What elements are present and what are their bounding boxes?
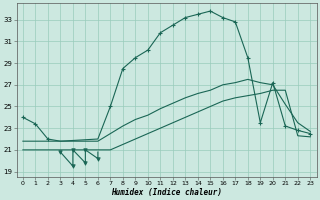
X-axis label: Humidex (Indice chaleur): Humidex (Indice chaleur) [111,188,222,197]
